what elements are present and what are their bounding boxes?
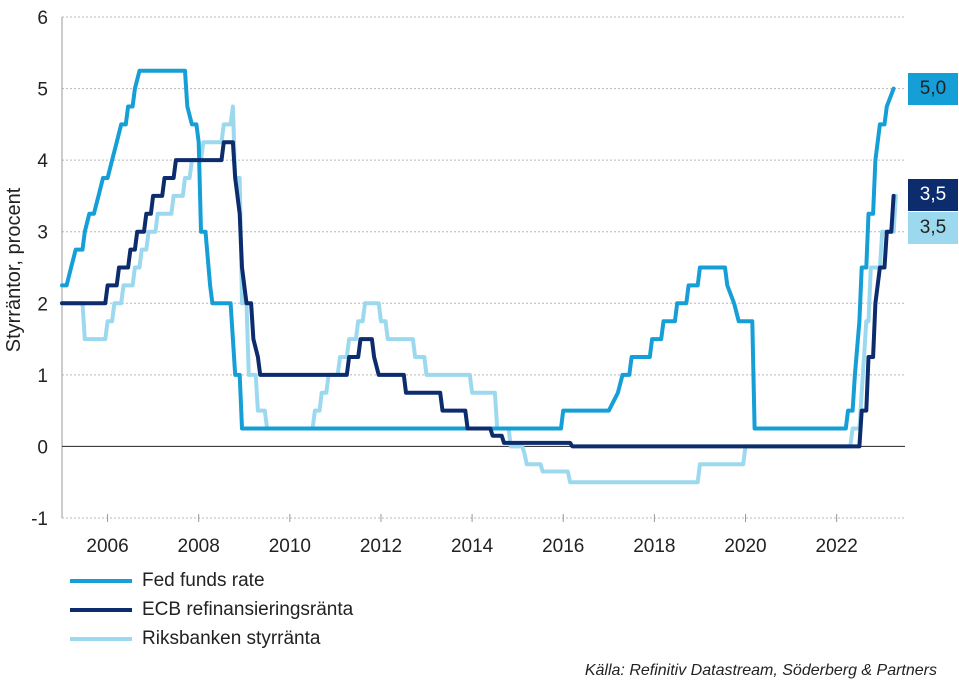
legend-swatch-fed [70,578,132,583]
x-tick-label: 2014 [451,536,494,557]
legend-item-ecb: ECB refinansieringsränta [70,595,353,624]
source-note: Källa: Refinitiv Datastream, Söderberg &… [584,662,937,679]
series-line-2 [60,104,898,485]
legend-label-fed: Fed funds rate [142,569,265,591]
series-line-0 [60,68,896,431]
legend-label-riksbank: Riksbanken styrränta [142,627,321,649]
x-tick-label: 2010 [269,536,311,557]
legend: Fed funds rate ECB refinansieringsränta … [70,566,353,653]
y-tick-label: -1 [31,509,48,530]
end-label-0: 5,0 [908,73,958,105]
end-label-1: 3,5 [908,179,958,211]
grid-lines [62,16,905,519]
y-tick-label: 1 [37,366,48,387]
x-tick-label: 2012 [360,536,402,557]
y-axis-label: Styrräntor, procent [3,187,25,352]
x-tick-label: 2016 [542,536,584,557]
x-tick-label: 2022 [816,536,858,557]
y-tick-label: 5 [37,80,48,101]
x-tick-label: 2006 [86,536,128,557]
legend-swatch-ecb [70,607,132,612]
y-tick-label: 4 [37,151,48,172]
x-tick-label: 2018 [633,536,675,557]
x-tick-label: 2008 [178,536,220,557]
x-tick-labels: 2006 2008 2010 2012 2014 2016 2018 2020 2022 [86,536,857,557]
legend-swatch-riksbank [70,636,132,641]
legend-item-fed: Fed funds rate [70,566,353,595]
y-tick-labels: -1 0 1 2 3 4 5 6 [31,8,48,530]
x-tick-label: 2020 [724,536,766,557]
series-line-1 [60,140,896,449]
legend-item-riksbank: Riksbanken styrränta [70,624,353,653]
series-lines [60,68,898,485]
y-tick-label: 3 [37,223,48,244]
end-label-2: 3,5 [908,212,958,244]
y-tick-label: 2 [37,294,48,315]
y-tick-label: 0 [37,437,48,458]
legend-label-ecb: ECB refinansieringsränta [142,598,354,620]
y-tick-label: 6 [37,8,48,29]
